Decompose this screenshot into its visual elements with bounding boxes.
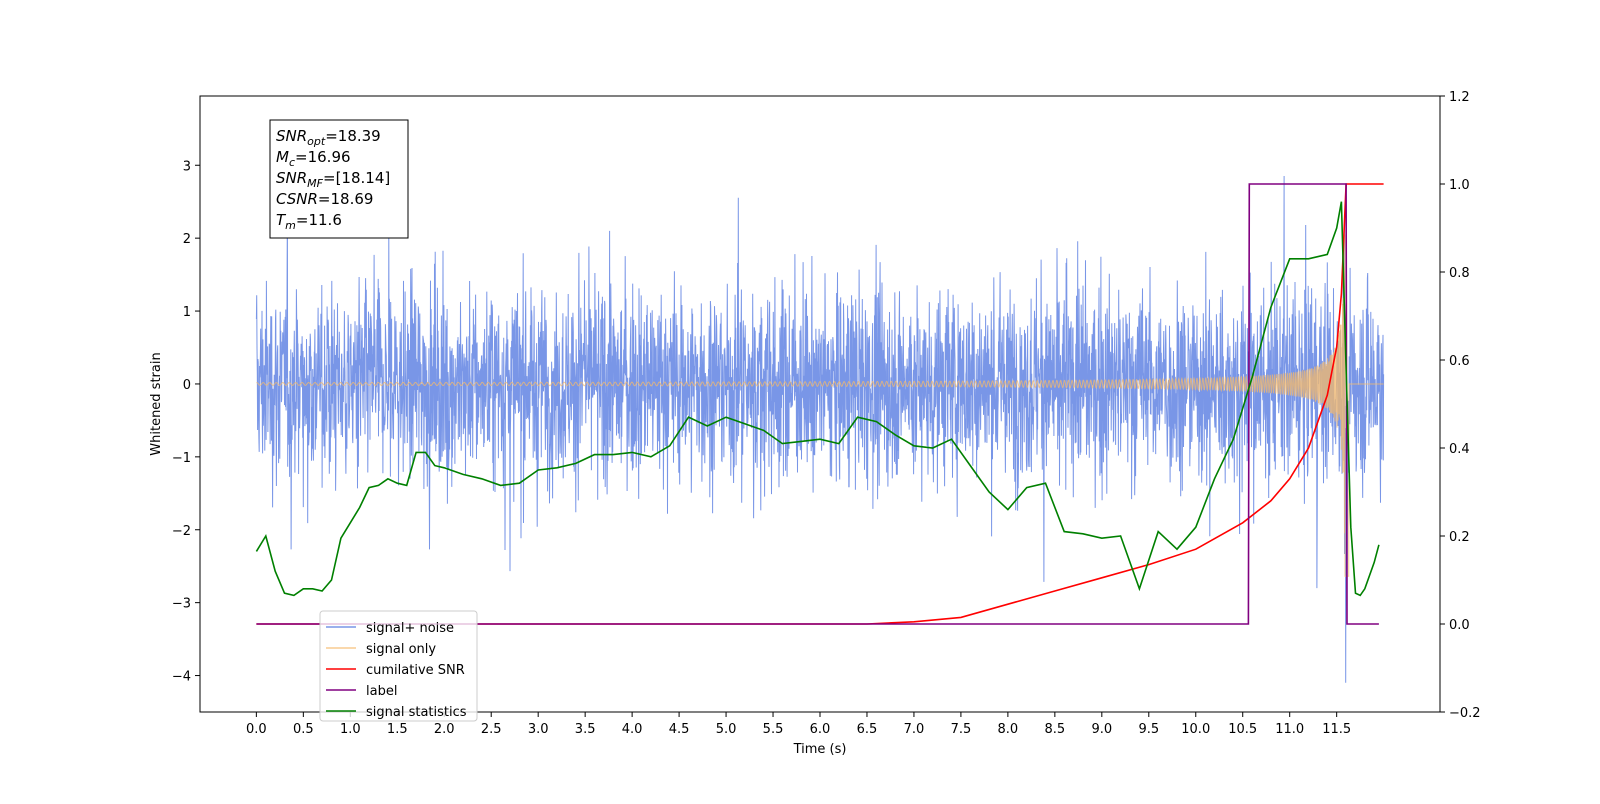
x-tick-label: 9.5 [1138,722,1159,737]
annotation-value: =18.39 [325,127,381,145]
right-y-tick-label: −0.2 [1449,706,1481,721]
x-tick-label: 10.0 [1181,722,1210,737]
annotation-symbol: M [276,148,289,166]
left-y-tick-label: 0 [183,378,191,393]
left-y-tick-label: −2 [172,524,191,539]
legend-label: signal+ noise [366,621,454,636]
annotation-value: =16.96 [295,148,351,166]
left-y-tick-label: −1 [172,451,191,466]
x-tick-label: 11.5 [1322,722,1351,737]
x-tick-label: 1.5 [387,722,408,737]
x-tick-label: 6.0 [810,722,831,737]
left-y-tick-label: 1 [183,305,191,320]
x-tick-label: 7.5 [951,722,972,737]
x-axis-ticks: 0.0 0.5 1.0 1.5 2.0 2.5 3.0 3.5 4.0 4.5 5.0 5.5 6.0 6… [246,712,1351,737]
legend-frame [319,610,478,722]
x-tick-label: 5.0 [716,722,737,737]
x-tick-label: 11.0 [1275,722,1304,737]
annotation-box: SNRopt=18.39Mc=16.96SNRMF=[18.14]CSNR=18… [269,119,409,239]
x-tick-label: 9.0 [1091,722,1112,737]
annotation-value: =[18.14] [323,169,390,187]
series-line-signal-statistics [255,201,1380,597]
annotation-symbol: T [276,211,287,229]
legend-label: signal statistics [366,705,467,720]
annotation-line: SNRopt=18.39 [276,127,381,148]
right-y-tick-label: 0.4 [1449,442,1470,457]
noise-series-layer [255,175,1385,683]
right-y-tick-label: 1.2 [1449,90,1470,105]
legend-label: cumilative SNR [366,663,465,678]
x-tick-label: 4.5 [669,722,690,737]
x-tick-label: 10.5 [1228,722,1257,737]
right-y-tick-label: 0.8 [1449,266,1470,281]
signal-series-layer [256,234,1384,577]
left-y-tick-label: 3 [183,159,191,174]
left-y-axis-label: Whitened strain [149,352,164,455]
annotation-line: CSNR=18.69 [276,190,373,208]
annotation-value: =11.6 [296,211,342,229]
annotation-subscript: m [285,219,296,232]
right-axis-series-layer [255,183,1384,625]
x-tick-label: 4.0 [622,722,643,737]
x-tick-label: 0.0 [246,722,267,737]
x-tick-label: 8.5 [1045,722,1066,737]
series-line-cumulative-snr [256,183,1384,625]
legend-label: label [366,684,397,699]
x-tick-label: 0.5 [293,722,314,737]
right-y-tick-label: 0.2 [1449,530,1470,545]
x-tick-label: 3.5 [575,722,596,737]
x-tick-label: 2.0 [434,722,455,737]
x-tick-label: 7.0 [904,722,925,737]
x-tick-label: 3.0 [528,722,549,737]
annotation-subscript: c [289,156,295,169]
annotation-symbol: CSNR [276,190,318,208]
annotation-frame [269,119,409,239]
x-tick-label: 5.5 [763,722,784,737]
annotation-line: Mc=16.96 [276,148,351,169]
annotation-value: =18.69 [318,190,374,208]
series-line-label [256,183,1379,625]
series-line-signal-noise [255,175,1385,683]
series-line-signal-only [256,234,1384,577]
x-axis-label: Time (s) [793,742,847,757]
annotation-line: Tm=11.6 [276,211,342,232]
x-tick-label: 2.5 [481,722,502,737]
x-tick-label: 8.0 [998,722,1019,737]
right-y-tick-label: 1.0 [1449,178,1470,193]
annotation-symbol: SNR [276,169,307,187]
right-y-tick-label: 0.0 [1449,618,1470,633]
right-y-axis-ticks: 1.2 1.0 0.8 0.6 0.4 0.2 0.0 −0.2 [1440,90,1481,721]
left-y-axis-ticks: 3 2 1 0 −1 −2 −3 −4 [172,159,200,685]
annotation-subscript: MF [307,177,323,190]
annotation-subscript: opt [307,135,326,148]
annotation-line: SNRMF=[18.14] [276,169,390,190]
legend: signal+ noise signal only cumilative SNR la… [319,610,478,722]
left-y-tick-label: −3 [172,597,191,612]
right-y-tick-label: 0.6 [1449,354,1470,369]
left-y-tick-label: 2 [183,232,191,247]
left-y-tick-label: −4 [172,670,191,685]
annotation-symbol: SNR [276,127,307,145]
x-tick-label: 1.0 [340,722,361,737]
x-tick-label: 6.5 [857,722,878,737]
legend-label: signal only [366,642,436,657]
